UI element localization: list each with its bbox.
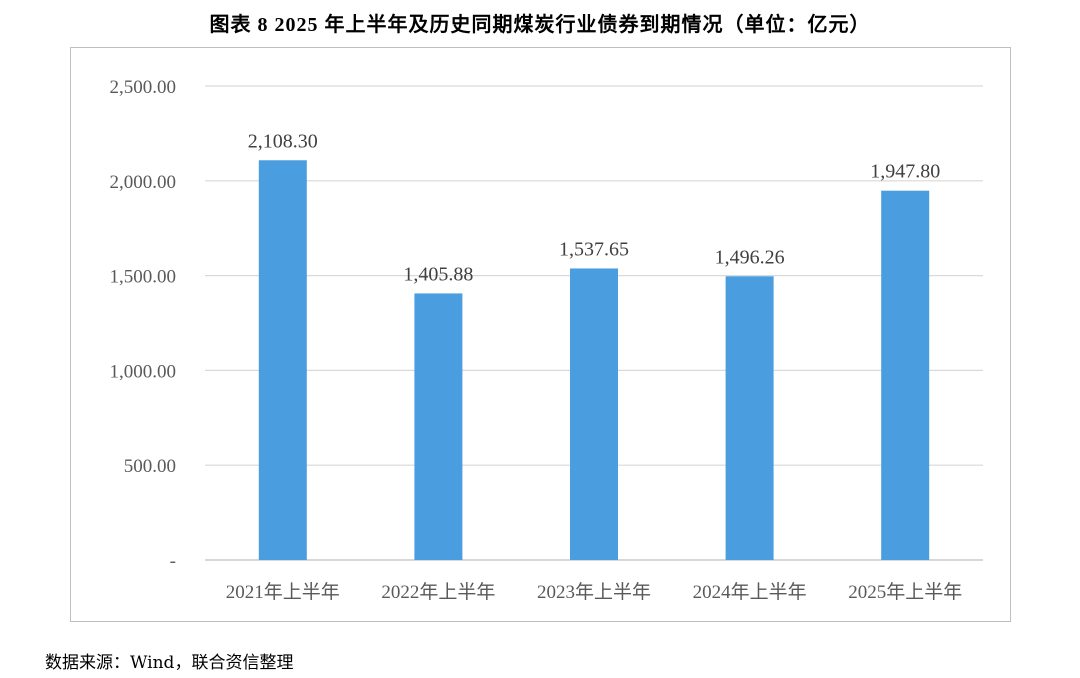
data-label: 1,496.26: [715, 246, 785, 268]
data-label: 2,108.30: [248, 130, 318, 152]
bar: [725, 276, 774, 560]
y-tick-label: -: [170, 551, 176, 572]
bar: [258, 160, 307, 560]
bar-chart: - 500.00 1,000.00 1,500.00 2,000.00 2,500.00 2…: [110, 77, 983, 603]
bar: [570, 268, 618, 560]
y-tick-label: 1,000.00: [110, 361, 177, 382]
x-tick-label: 2024年上半年: [693, 581, 807, 603]
y-tick-label: 2,500.00: [110, 77, 177, 98]
y-tick-label: 500.00: [124, 456, 176, 477]
y-tick-label: 1,500.00: [110, 267, 177, 288]
data-label: 1,405.88: [403, 263, 473, 285]
x-tick-label: 2021年上半年: [226, 581, 340, 603]
x-tick-label: 2022年上半年: [381, 581, 495, 603]
chart-title: 图表 8 2025 年上半年及历史同期煤炭行业债券到期情况（单位：亿元）: [209, 14, 871, 36]
bar: [414, 293, 463, 560]
data-label: 1,537.65: [559, 238, 629, 260]
x-tick-label: 2023年上半年: [537, 581, 651, 603]
bar: [881, 190, 930, 560]
data-source-note: 数据来源：Wind，联合资信整理: [45, 653, 294, 673]
x-tick-label: 2025年上半年: [848, 581, 962, 603]
chart-frame: - 500.00 1,000.00 1,500.00 2,000.00 2,500.00 2…: [70, 47, 1011, 622]
y-tick-label: 2,000.00: [110, 172, 177, 193]
data-label: 1,947.80: [870, 161, 940, 183]
